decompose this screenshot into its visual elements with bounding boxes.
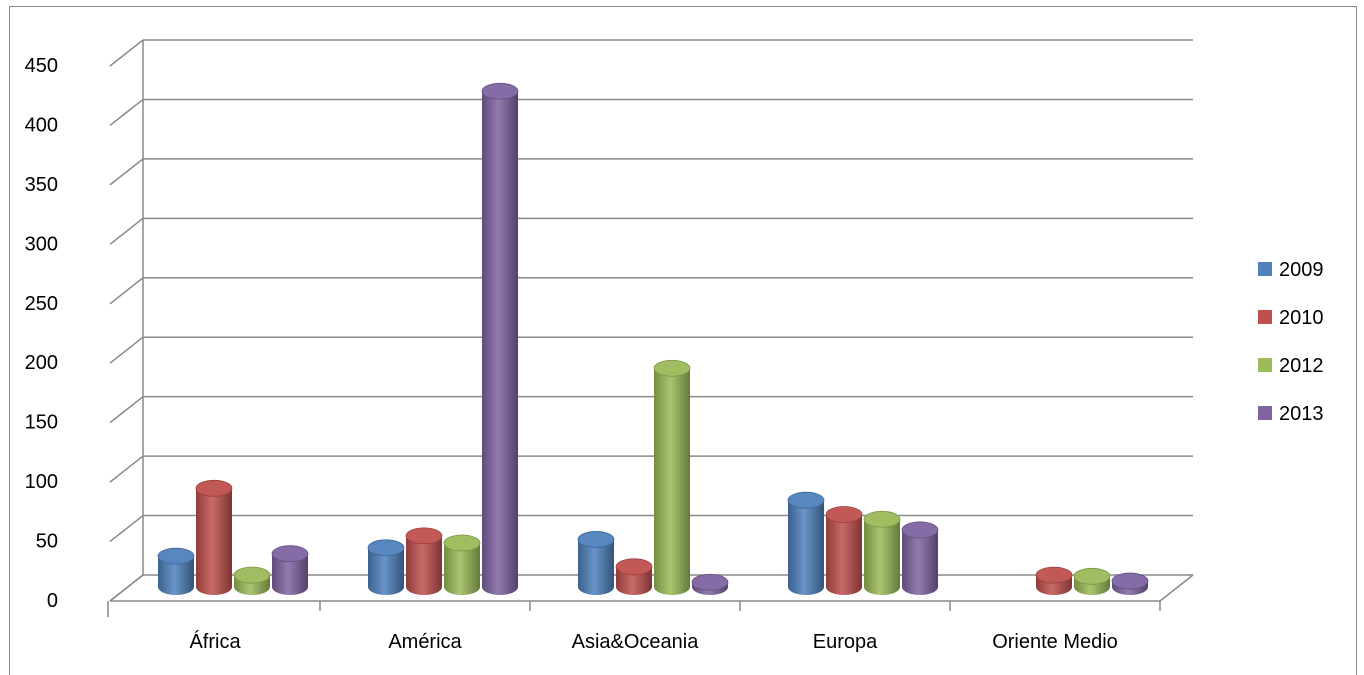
x-tick-label: Europa: [813, 631, 878, 653]
y-tick-label: 100: [25, 471, 58, 493]
plot-walls: [109, 40, 1194, 602]
legend-label: 2012: [1279, 355, 1324, 377]
y-tick-label: 450: [25, 55, 58, 77]
bar: [1035, 566, 1073, 595]
legend-label: 2010: [1279, 307, 1324, 329]
y-tick-label: 50: [36, 531, 58, 553]
x-tick-label: América: [388, 631, 462, 653]
bar: [615, 558, 653, 595]
legend-item: 2013: [1258, 403, 1324, 425]
bars: [157, 82, 1149, 595]
gridline-diagonal: [109, 217, 144, 245]
bar: [443, 534, 481, 595]
gridline-diagonal: [109, 336, 144, 364]
legend-swatch: [1258, 358, 1272, 372]
bar: [1073, 567, 1111, 595]
bar: [157, 547, 195, 595]
gridline-diagonal: [109, 396, 144, 424]
bar: [195, 479, 233, 595]
bar: [825, 506, 863, 595]
bar: [1111, 572, 1149, 595]
bar: [787, 491, 825, 595]
gridlines: [109, 39, 1193, 602]
gridline-diagonal: [109, 574, 144, 602]
bar: [653, 359, 691, 595]
chart-border: [9, 6, 1357, 675]
y-tick-label: 200: [25, 352, 58, 374]
y-tick-label: 350: [25, 174, 58, 196]
gridline-diagonal: [109, 514, 144, 543]
bar: [233, 566, 271, 595]
gridline-diagonal: [109, 98, 144, 127]
legend-swatch: [1258, 406, 1272, 420]
y-tick-label: 150: [25, 412, 58, 434]
gridline-diagonal: [109, 158, 144, 186]
legend-item: 2009: [1258, 259, 1324, 281]
x-axis: África América Asia&Oceania Europa Oriente M…: [107, 600, 1161, 653]
bar: [901, 521, 939, 595]
x-tick-label: Oriente Medio: [992, 631, 1118, 653]
bar: [367, 539, 405, 595]
gridline-diagonal: [109, 277, 144, 305]
legend: 2009 2010 2012 2013: [1258, 259, 1324, 425]
y-tick-label: 0: [47, 590, 58, 612]
y-axis: 0 50 100 150 200 250 300 350 400 450: [25, 55, 58, 612]
y-tick-label: 250: [25, 293, 58, 315]
legend-swatch: [1258, 262, 1272, 276]
bar: [577, 531, 615, 595]
bar: [271, 545, 309, 595]
bar: [863, 510, 901, 595]
legend-label: 2009: [1279, 259, 1324, 281]
gridline-diagonal: [109, 39, 144, 67]
legend-item: 2012: [1258, 355, 1324, 377]
y-tick-label: 400: [25, 114, 58, 136]
gridline-diagonal: [109, 455, 144, 483]
x-tick-label: África: [189, 630, 241, 653]
legend-swatch: [1258, 310, 1272, 324]
y-tick-label: 300: [25, 233, 58, 255]
legend-label: 2013: [1279, 403, 1324, 425]
bar: [691, 573, 729, 595]
legend-item: 2010: [1258, 307, 1324, 329]
bar: [481, 82, 519, 595]
bar: [405, 527, 443, 595]
x-tick-label: Asia&Oceania: [572, 631, 700, 653]
